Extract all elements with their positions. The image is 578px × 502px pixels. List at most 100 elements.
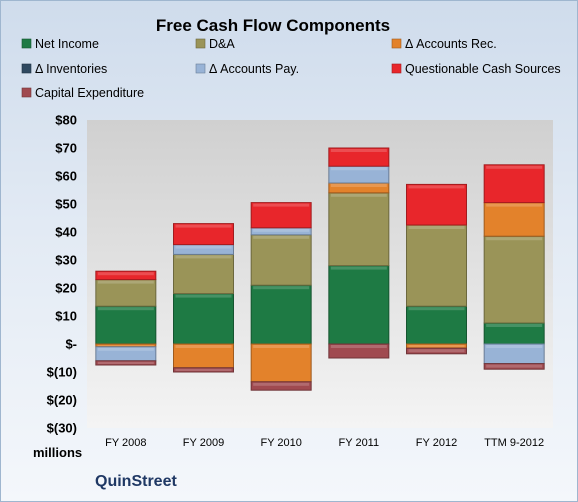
y-tick-label: $40 [55,225,77,240]
bar-highlight [253,382,310,386]
bar-d-a-fy-2012 [406,224,467,307]
bar-highlight [408,349,465,353]
legend-label-delta-accounts-rec: Δ Accounts Rec. [405,37,497,51]
x-axis-categories: FY 2008 FY 2009 FY 2010 FY 2011 FY 2012 TTM 9… [105,437,544,449]
y-tick-label: $10 [55,309,77,324]
legend-swatch-delta-inventories [21,63,32,74]
bar-highlight [253,228,310,232]
bar-highlight [330,345,387,348]
bar-delta-accounts-rec-ttm-9-2012 [483,202,545,237]
bar-highlight [486,364,543,368]
legend-label-d-a: D&A [209,37,235,51]
legend-label-net-income: Net Income [35,37,99,51]
bar-highlight [253,345,310,348]
x-category-ttm-9-2012: TTM 9-2012 [484,437,544,449]
bar-highlight [175,294,232,298]
chart-title: Free Cash Flow Components [156,16,390,35]
bar-highlight [408,226,465,229]
bar-capital-expenditure-ttm-9-2012 [483,363,545,370]
bar-highlight [175,345,232,348]
x-category-fy-2010: FY 2010 [260,437,301,449]
bar-d-a-fy-2011 [328,192,390,267]
bar-highlight [330,193,387,197]
y-tick-label: $(30) [47,421,77,436]
bar-highlight [486,237,543,241]
bar-capital-expenditure-fy-2011 [328,343,390,359]
bar-highlight [486,324,543,327]
y-axis-ticks: $80 $70 $60 $50 $40 $30 $20 $10 $- $(10) $(20) $(30… [47,113,77,436]
y-tick-label: $50 [55,197,77,212]
bar-highlight [330,266,387,270]
bar-highlight [330,184,387,187]
legend-label-questionable-cash-sources: Questionable Cash Sources [405,62,561,76]
bar-highlight [175,368,232,371]
bar-questionable-cash-sources-fy-2009 [173,223,234,246]
bar-capital-expenditure-fy-2010 [250,381,312,391]
bar-highlight [408,185,465,189]
bar-questionable-cash-sources-fy-2012 [406,183,467,226]
bar-highlight [330,149,387,152]
bar-net-income-fy-2012 [406,305,467,345]
y-tick-label: $(10) [47,365,77,380]
bar-highlight [97,307,154,311]
bar-capital-expenditure-fy-2009 [173,367,234,373]
y-tick-label: $30 [55,253,77,268]
bar-d-a-ttm-9-2012 [483,235,545,324]
legend-swatch-capital-expenditure [21,87,32,98]
y-tick-label: $20 [55,281,77,296]
legend-swatch-delta-accounts-pay [195,63,206,74]
x-category-fy-2009: FY 2009 [183,437,224,449]
bar-capital-expenditure-fy-2008 [95,360,157,366]
bar-net-income-fy-2009 [173,293,234,345]
bar-net-income-fy-2008 [95,305,157,345]
bar-highlight [486,165,543,169]
bar-questionable-cash-sources-fy-2008 [95,270,157,281]
legend-swatch-questionable-cash-sources [391,63,402,74]
y-tick-label: $70 [55,141,77,156]
legend-label-delta-inventories: Δ Inventories [35,62,107,76]
bar-highlight [408,345,465,348]
bar-net-income-fy-2011 [328,265,390,345]
bar-highlight [253,286,310,290]
bars [95,147,545,391]
x-category-fy-2012: FY 2012 [416,437,457,449]
y-tick-label: $60 [55,169,77,184]
legend-label-delta-accounts-pay: Δ Accounts Pay. [209,62,299,76]
bar-delta-accounts-rec-fy-2010 [250,343,312,383]
x-category-fy-2011: FY 2011 [339,437,380,449]
company-name: QuinStreet [95,473,177,490]
unit-label: millions [33,445,82,460]
legend-swatch-d-a [195,38,206,49]
bar-highlight [330,167,387,171]
legend-swatch-delta-accounts-rec [391,38,402,49]
y-tick-label: $- [65,337,77,352]
bar-highlight [253,203,310,207]
bar-questionable-cash-sources-ttm-9-2012 [483,164,545,204]
legend-label-capital-expenditure: Capital Expenditure [35,86,144,100]
bar-highlight [175,245,232,249]
bar-d-a-fy-2010 [250,234,312,286]
bar-net-income-fy-2010 [250,284,312,345]
bar-questionable-cash-sources-fy-2010 [250,202,312,229]
bar-highlight [97,280,154,284]
bar-highlight [408,307,465,311]
bar-highlight [486,203,543,207]
bar-highlight [486,345,543,348]
bar-highlight [97,272,154,276]
bar-highlight [253,235,310,239]
bar-highlight [97,345,154,346]
bar-d-a-fy-2009 [173,253,234,295]
y-tick-label: $80 [55,113,77,128]
y-tick-label: $(20) [47,393,77,408]
bar-highlight [97,361,154,364]
bar-highlight [175,255,232,259]
bar-questionable-cash-sources-fy-2011 [328,147,390,167]
bar-capital-expenditure-fy-2012 [406,347,467,355]
bar-highlight [97,347,154,351]
bar-highlight [175,224,232,228]
x-category-fy-2008: FY 2008 [105,437,146,449]
plot-area [87,120,553,428]
legend-swatch-net-income [21,38,32,49]
legend: Net Income D&A Δ Accounts Rec. Δ Inventorie… [21,37,561,100]
